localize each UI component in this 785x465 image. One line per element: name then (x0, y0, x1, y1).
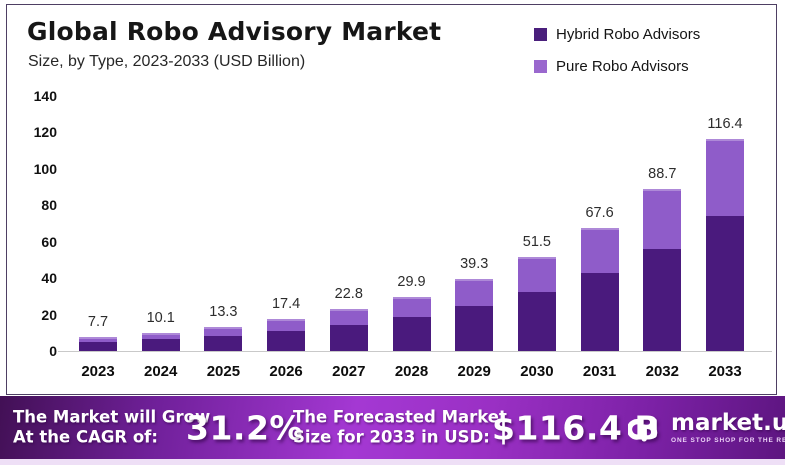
bar-segment-hybrid (643, 249, 682, 351)
y-tick-label: 60 (41, 233, 57, 250)
y-tick-label: 140 (33, 88, 57, 104)
pure-swatch-icon (534, 59, 547, 73)
x-tick-label: 2028 (394, 363, 429, 380)
legend-label: Pure Robo Advisors (556, 57, 689, 75)
bar-segment-pure (392, 296, 431, 317)
logo-tagline: ONE STOP SHOP FOR THE REPORTS (671, 436, 785, 444)
y-tick-label: 80 (41, 197, 57, 214)
cagr-value: 31.2% (186, 408, 303, 447)
bar-value-label: 39.3 (460, 256, 489, 273)
x-tick-label: 2029 (457, 363, 491, 380)
bar-segment-pure (267, 319, 306, 331)
bar-value-label: 17.4 (271, 296, 301, 313)
y-tick-label: 0 (49, 343, 57, 359)
legend: Hybrid Robo Advisors Pure Robo Advisors (534, 23, 700, 87)
x-axis-line (58, 351, 772, 352)
legend-item-pure: Pure Robo Advisors (534, 55, 700, 77)
bar-segment-hybrid (392, 316, 431, 351)
bar-segment-pure (141, 332, 180, 340)
bar-value-label: 7.7 (87, 313, 109, 330)
page-title: Global Robo Advisory Market (27, 17, 442, 46)
bar-segment-hybrid (455, 305, 494, 351)
y-tick-label: 120 (33, 124, 57, 141)
x-tick-label: 2031 (582, 363, 617, 380)
y-tick-label: 40 (41, 270, 57, 287)
x-tick-label: 2033 (708, 363, 742, 380)
bar-segment-pure (643, 189, 682, 250)
bar-segment-hybrid (580, 273, 619, 351)
y-tick-label: 100 (33, 160, 57, 177)
logo-name: market.us (671, 409, 785, 436)
bottom-strip (0, 459, 785, 465)
chart-subtitle: Size, by Type, 2023-2033 (USD Billion) (28, 53, 306, 70)
bar-segment-hybrid (267, 330, 306, 351)
bar-value-label: 88.7 (648, 166, 677, 183)
y-tick-label: 20 (41, 306, 57, 323)
bar-segment-pure (329, 309, 368, 325)
bar-segment-pure (79, 336, 117, 343)
bar-value-label: 13.3 (209, 303, 238, 320)
bar-value-label: 22.8 (334, 286, 363, 303)
marketus-logo-icon (628, 417, 657, 441)
bar-segment-hybrid (79, 342, 117, 351)
bar-segment-hybrid (329, 324, 368, 351)
x-tick-label: 2024 (144, 363, 178, 380)
bar-value-label: 67.6 (585, 204, 614, 221)
bar-segment-pure (204, 326, 243, 336)
legend-label: Hybrid Robo Advisors (556, 25, 701, 43)
bar-value-label: 29.9 (397, 273, 426, 290)
bar-segment-pure (580, 227, 619, 274)
footer-banner: The Market will Grow At the CAGR of: 31.… (0, 396, 785, 459)
cagr-label-line1: The Market will Grow (13, 406, 211, 426)
bar-value-label: 51.5 (522, 234, 551, 251)
cagr-label: The Market will Grow At the CAGR of: (13, 407, 210, 448)
marketus-logo: market.us ONE STOP SHOP FOR THE REPORTS (628, 409, 785, 444)
x-tick-label: 2025 (206, 363, 241, 380)
bar-segment-pure (455, 279, 494, 306)
bar-segment-hybrid (517, 291, 556, 351)
x-tick-label: 2023 (81, 363, 115, 380)
bar-segment-pure (706, 138, 744, 217)
hybrid-swatch-icon (534, 27, 547, 41)
x-tick-label: 2026 (269, 363, 303, 380)
forecast-label-line2: Size for 2033 in USD: (293, 427, 490, 447)
bar-segment-hybrid (706, 216, 744, 351)
forecast-label: The Forecasted Market Size for 2033 in U… (293, 407, 507, 448)
x-tick-label: 2030 (520, 363, 554, 380)
marketus-logo-text: market.us ONE STOP SHOP FOR THE REPORTS (671, 409, 785, 444)
forecast-label-line1: The Forecasted Market (293, 406, 507, 426)
bar-value-label: 116.4 (707, 115, 743, 132)
x-tick-label: 2032 (645, 363, 679, 380)
cagr-label-line2: At the CAGR of: (13, 427, 158, 447)
bar-segment-pure (517, 257, 556, 292)
x-tick-label: 2027 (332, 363, 366, 380)
legend-item-hybrid: Hybrid Robo Advisors (534, 23, 700, 45)
bar-segment-hybrid (141, 339, 180, 351)
bar-value-label: 10.1 (146, 309, 175, 326)
bar-segment-hybrid (204, 335, 243, 351)
